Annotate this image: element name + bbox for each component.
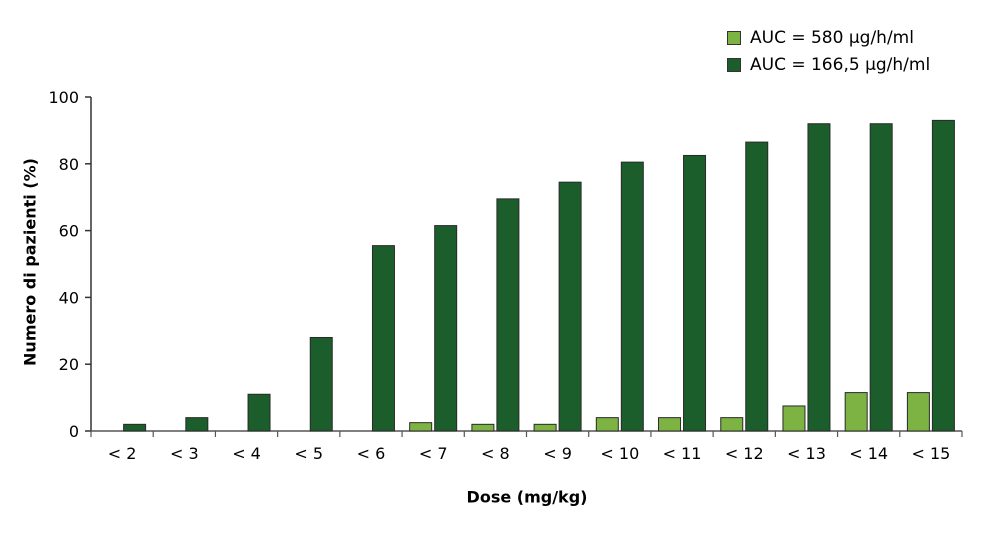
legend: AUC = 580 µg/h/ml AUC = 166,5 µg/h/ml [727, 24, 930, 78]
bar-series-2-3 [247, 393, 271, 432]
legend-label-series-1: AUC = 580 µg/h/ml [750, 27, 914, 48]
y-tick-label-60: 60 [59, 222, 79, 241]
bar-series-1-11 [720, 417, 744, 432]
x-tick-label-3: < 4 [232, 444, 261, 463]
bar-series-1-13 [844, 392, 868, 432]
bar-series-2-6 [434, 225, 458, 432]
x-tick-label-8: < 9 [543, 444, 572, 463]
x-tick-label-1: < 2 [108, 444, 137, 463]
y-tick-label-40: 40 [59, 288, 79, 307]
x-tick-label-11: < 12 [725, 444, 764, 463]
bar-series-1-14 [906, 392, 930, 432]
bar-series-2-2 [185, 417, 209, 432]
x-tick-label-9: < 10 [600, 444, 639, 463]
x-tick-label-12: < 13 [787, 444, 826, 463]
x-tick-label-10: < 11 [663, 444, 702, 463]
bar-series-1-10 [658, 417, 682, 432]
bar-series-2-12 [807, 123, 831, 432]
legend-swatch-series-1 [727, 30, 741, 45]
bar-series-2-8 [558, 181, 582, 432]
legend-item-series-2: AUC = 166,5 µg/h/ml [727, 51, 930, 78]
bar-series-1-12 [782, 405, 806, 432]
y-tick-label-0: 0 [69, 422, 79, 441]
bar-series-1-9 [595, 417, 619, 432]
bar-series-2-1 [123, 423, 147, 432]
bar-series-1-8 [533, 423, 557, 432]
legend-item-series-1: AUC = 580 µg/h/ml [727, 24, 930, 51]
bar-series-1-6 [409, 422, 433, 432]
x-axis-label: Dose (mg/kg) [466, 487, 588, 507]
bar-series-1-7 [471, 423, 495, 432]
bar-series-2-7 [496, 198, 520, 432]
y-axis-label: Numero di pazienti (%) [20, 158, 40, 366]
x-tick-label-2: < 3 [170, 444, 199, 463]
bar-series-2-13 [869, 123, 893, 432]
x-tick-label-4: < 5 [294, 444, 323, 463]
y-tick-label-80: 80 [59, 155, 79, 174]
bar-series-2-11 [745, 141, 769, 432]
x-tick-label-5: < 6 [357, 444, 386, 463]
bar-series-2-9 [620, 161, 644, 432]
bar-series-2-14 [931, 119, 955, 432]
x-tick-label-14: < 15 [911, 444, 950, 463]
x-tick-label-7: < 8 [481, 444, 510, 463]
y-tick-label-20: 20 [59, 355, 79, 374]
bar-series-2-5 [371, 245, 395, 432]
x-tick-label-13: < 14 [849, 444, 888, 463]
x-tick-label-6: < 7 [419, 444, 448, 463]
bar-series-2-10 [683, 154, 707, 432]
legend-label-series-2: AUC = 166,5 µg/h/ml [750, 54, 931, 75]
legend-swatch-series-2 [727, 57, 741, 72]
bar-series-2-4 [309, 336, 333, 432]
y-tick-label-100: 100 [48, 88, 79, 107]
